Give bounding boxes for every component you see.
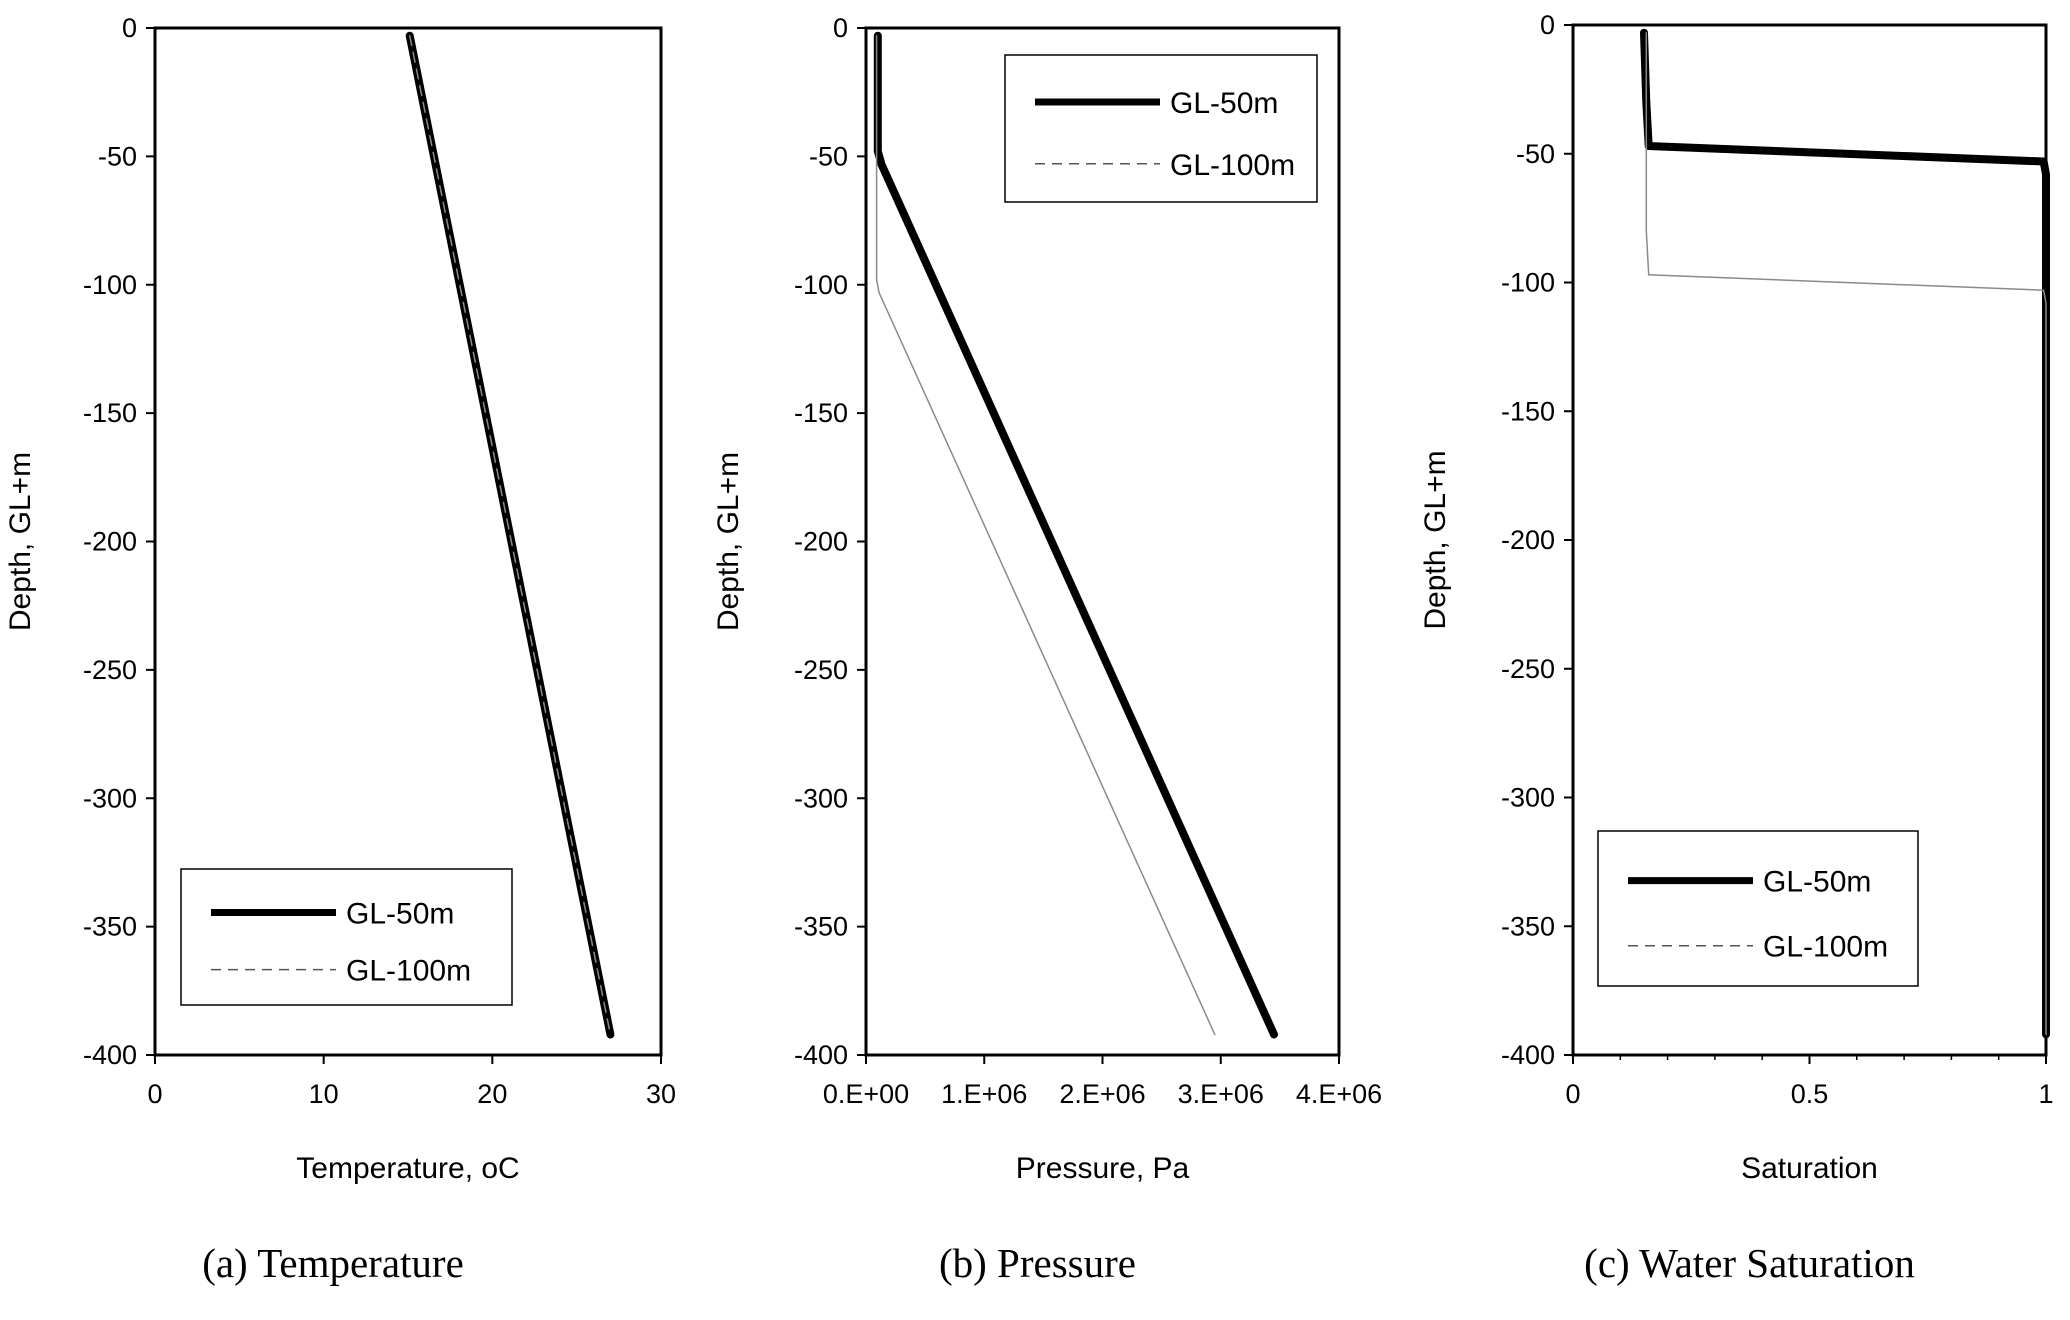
x-tick-label: 2.E+06 xyxy=(1059,1079,1145,1109)
legend-label-gl-50m: GL-50m xyxy=(1170,87,1278,120)
y-tick-label: -250 xyxy=(794,655,848,685)
y-tick-label: -50 xyxy=(809,141,848,171)
series-line-gl-100m xyxy=(408,34,612,1036)
legend-box xyxy=(1004,54,1318,203)
y-axis-title: Depth, GL+m xyxy=(712,452,745,631)
panel-caption: (c) Water Saturation xyxy=(1584,1240,1915,1286)
y-tick-label: -250 xyxy=(83,655,137,685)
x-tick-label: 0.5 xyxy=(1791,1079,1829,1109)
y-tick-label: -200 xyxy=(1501,525,1555,555)
x-tick-label: 0.E+00 xyxy=(823,1079,909,1109)
panel-caption: (a) Temperature xyxy=(202,1240,464,1286)
x-axis-title: Temperature, oC xyxy=(296,1152,519,1185)
chart-panel-2: 0 -50 -100 -150 -200 -250 -300 -350 -400 0.E+00 1.… xyxy=(712,13,1382,1286)
y-tick-label: -400 xyxy=(1501,1040,1555,1070)
legend-box xyxy=(180,868,513,1006)
legend: GL-50m GL-100m xyxy=(180,868,513,1006)
legend-label-gl-100m: GL-100m xyxy=(1763,931,1888,964)
x-tick-label: 1 xyxy=(2038,1079,2053,1109)
chart-panel-3: 0 -50 -100 -150 -200 -250 -300 -350 -400 0 0.5 1 Sat… xyxy=(1419,10,2054,1286)
y-tick-label: -150 xyxy=(794,398,848,428)
legend-label-gl-100m: GL-100m xyxy=(346,955,471,988)
series-line-gl-100m xyxy=(1645,31,2047,1036)
legend-label-gl-100m: GL-100m xyxy=(1170,149,1295,182)
y-tick-label: -100 xyxy=(1501,268,1555,298)
x-tick-label: 20 xyxy=(477,1079,507,1109)
legend-box xyxy=(1597,830,1919,987)
y-tick-label: -150 xyxy=(1501,396,1555,426)
chart-panel-1: 0 -50 -100 -150 -200 -250 -300 -350 -400 0 10 20 30 T… xyxy=(4,13,676,1286)
y-tick-label: -50 xyxy=(98,141,137,171)
x-tick-label: 30 xyxy=(646,1079,676,1109)
y-tick-label: -250 xyxy=(1501,654,1555,684)
y-tick-label: 0 xyxy=(833,13,848,43)
x-tick-label: 10 xyxy=(309,1079,339,1109)
y-axis-title: Depth, GL+m xyxy=(1419,450,1452,629)
y-tick-label: -400 xyxy=(83,1040,137,1070)
y-tick-label: -200 xyxy=(794,527,848,557)
panel-caption: (b) Pressure xyxy=(939,1240,1136,1286)
series-line-gl-100m xyxy=(875,34,1216,1036)
legend-label-gl-50m: GL-50m xyxy=(346,898,454,931)
y-tick-label: -350 xyxy=(83,912,137,942)
y-tick-label: -300 xyxy=(1501,783,1555,813)
y-tick-label: -150 xyxy=(83,398,137,428)
y-tick-label: -100 xyxy=(794,270,848,300)
y-tick-label: -50 xyxy=(1516,139,1555,169)
legend: GL-50m GL-100m xyxy=(1004,54,1318,203)
y-tick-label: 0 xyxy=(122,13,137,43)
legend: GL-50m GL-100m xyxy=(1597,830,1919,987)
y-axis-title: Depth, GL+m xyxy=(4,452,37,631)
x-tick-label: 0 xyxy=(147,1079,162,1109)
x-axis-title: Pressure, Pa xyxy=(1016,1152,1190,1185)
x-tick-label: 4.E+06 xyxy=(1296,1079,1382,1109)
y-tick-label: -350 xyxy=(1501,911,1555,941)
series-line-gl-50m xyxy=(873,31,1278,1039)
y-tick-label: -300 xyxy=(83,783,137,813)
x-tick-label: 3.E+06 xyxy=(1178,1079,1264,1109)
y-tick-label: -300 xyxy=(794,783,848,813)
x-axis-title: Saturation xyxy=(1741,1152,1878,1185)
x-tick-label: 0 xyxy=(1565,1079,1580,1109)
x-tick-label: 1.E+06 xyxy=(941,1079,1027,1109)
legend-label-gl-50m: GL-50m xyxy=(1763,866,1871,899)
y-tick-label: -400 xyxy=(794,1040,848,1070)
y-tick-label: -100 xyxy=(83,270,137,300)
y-tick-label: -350 xyxy=(794,912,848,942)
y-tick-label: -200 xyxy=(83,527,137,557)
y-tick-label: 0 xyxy=(1540,10,1555,40)
